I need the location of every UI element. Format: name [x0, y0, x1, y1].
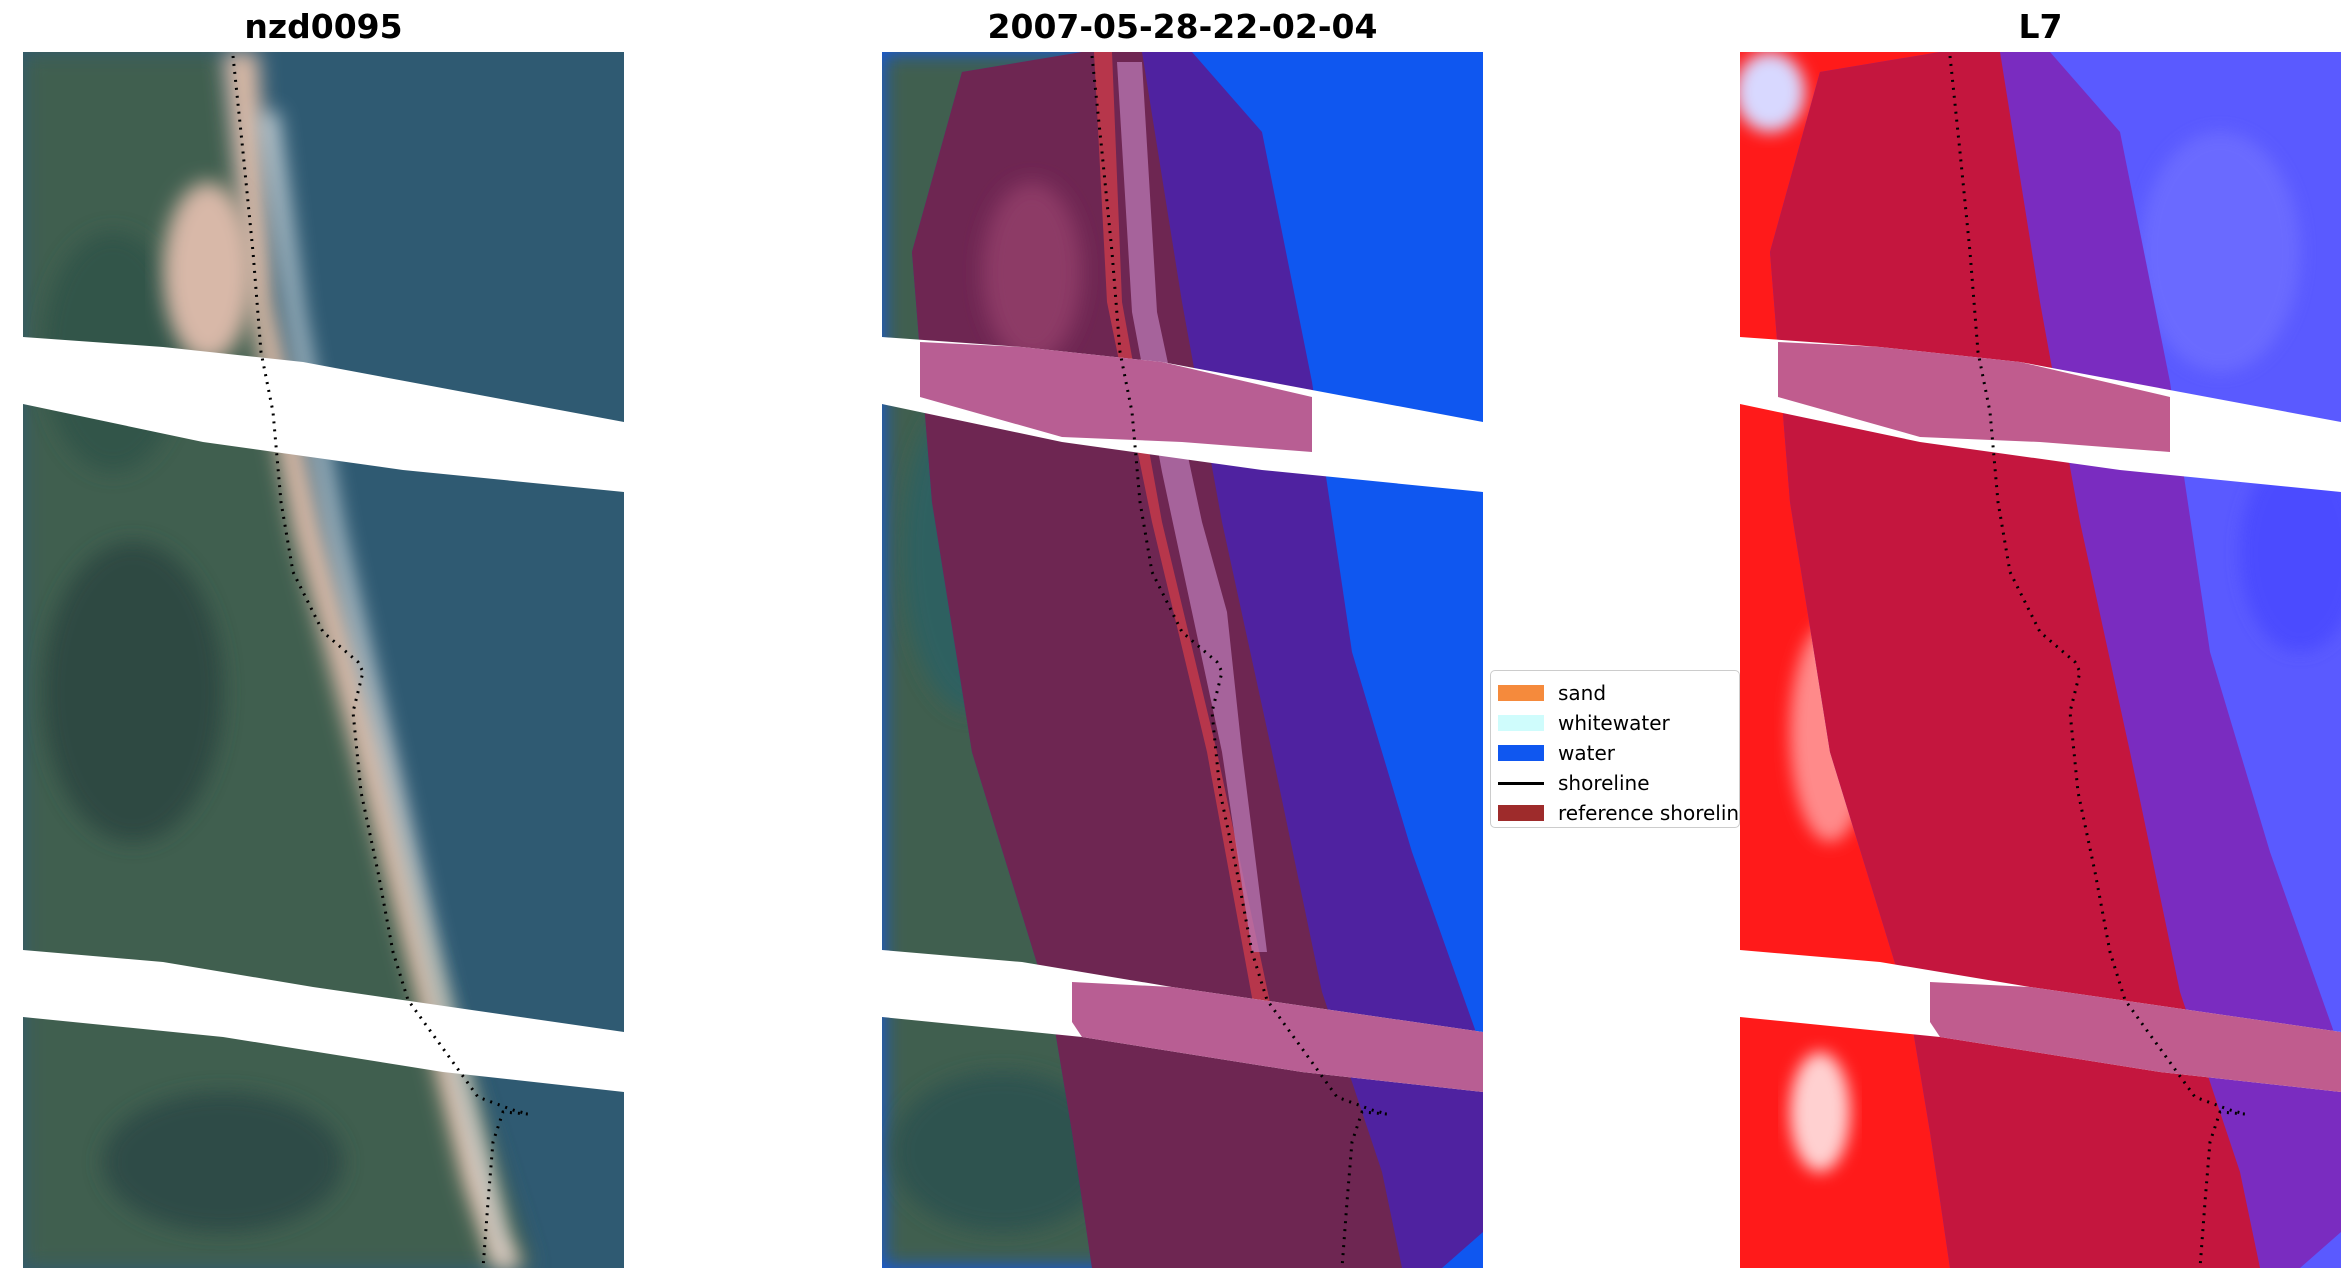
legend-label-sand: sand	[1558, 681, 1607, 705]
sand-swatch	[1498, 685, 1544, 701]
classified-image-panel	[882, 52, 1483, 1268]
rgb-image-panel	[23, 52, 624, 1268]
legend-item-whitewater: whitewater	[1491, 709, 1739, 737]
legend-label-shoreline: shoreline	[1558, 771, 1650, 795]
panel-title-rgb: nzd0095	[244, 7, 403, 46]
legend-item-water: water	[1491, 739, 1739, 767]
rgb-image	[23, 52, 624, 1268]
reference-shoreline-swatch	[1498, 805, 1544, 821]
ndwi-image	[1740, 52, 2341, 1268]
legend: sand whitewater water shoreline referenc…	[1490, 670, 1740, 828]
legend-item-reference-shoreline: reference shoreline	[1491, 799, 1740, 827]
legend-label-water: water	[1558, 741, 1615, 765]
shoreline-line-swatch	[1498, 782, 1544, 785]
whitewater-swatch	[1498, 715, 1544, 731]
classified-image	[882, 52, 1483, 1268]
legend-label-reference-shoreline: reference shoreline	[1558, 801, 1740, 825]
legend-label-whitewater: whitewater	[1558, 711, 1670, 735]
ndwi-image-panel	[1740, 52, 2341, 1268]
panel-title-date: 2007-05-28-22-02-04	[987, 7, 1378, 46]
panel-title-satellite: L7	[2018, 7, 2063, 46]
water-swatch	[1498, 745, 1544, 761]
legend-item-shoreline: shoreline	[1491, 769, 1739, 797]
legend-item-sand: sand	[1491, 679, 1739, 707]
